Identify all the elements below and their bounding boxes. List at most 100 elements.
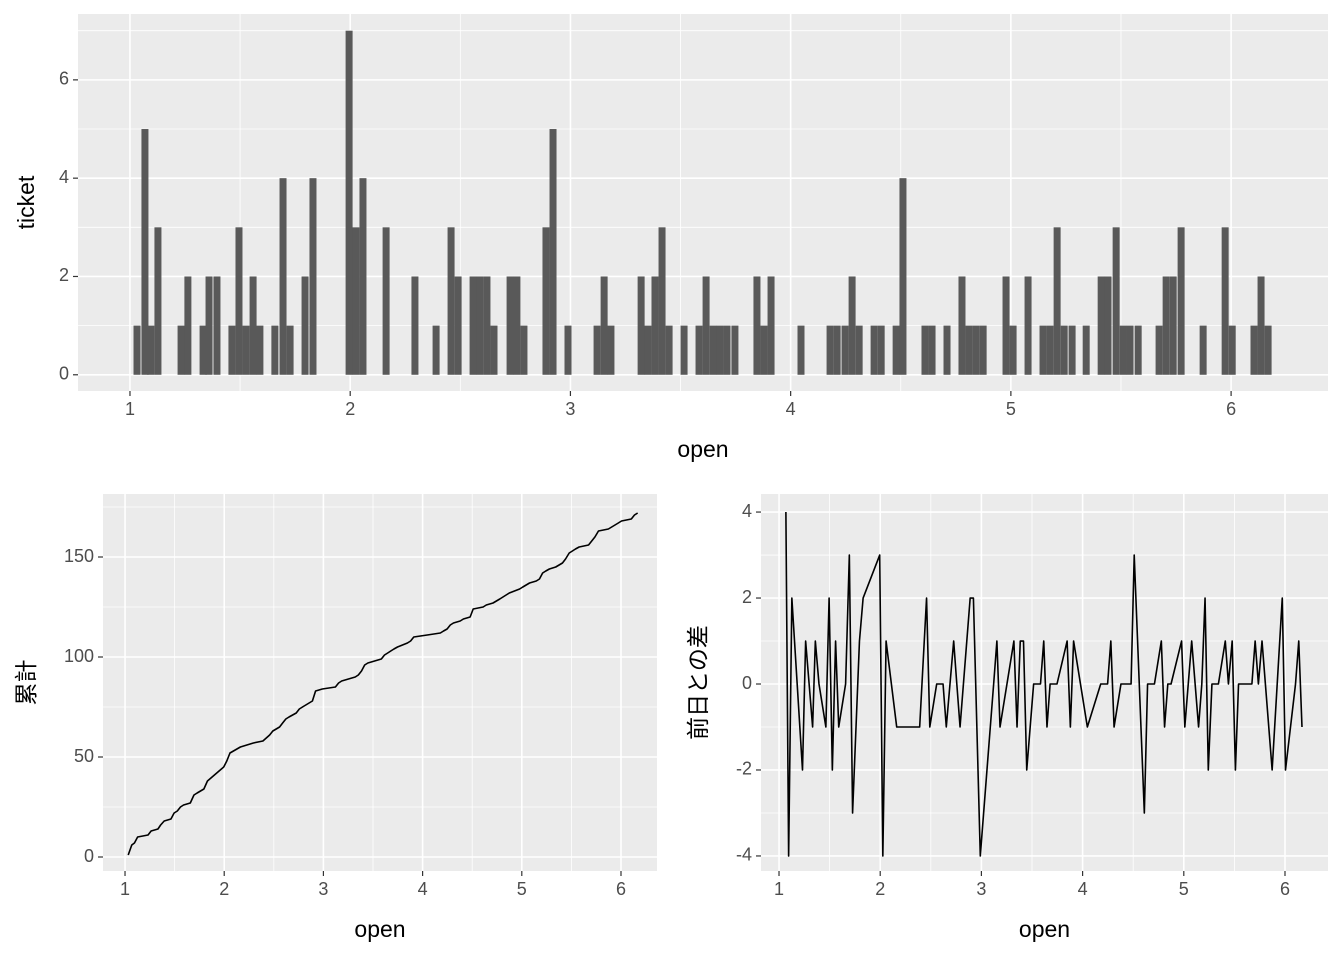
bar — [213, 276, 221, 375]
y-axis-title: 累計 — [13, 660, 39, 706]
y-tick-label: -4 — [736, 845, 752, 865]
bar — [549, 129, 557, 375]
bar — [286, 325, 294, 375]
bar — [826, 325, 834, 375]
bar — [1177, 227, 1185, 375]
bar — [833, 325, 841, 375]
x-tick-label: 5 — [517, 879, 527, 899]
bar — [542, 227, 550, 375]
y-tick-label: 0 — [742, 673, 752, 693]
bar — [1199, 325, 1207, 375]
bar — [753, 276, 761, 375]
bar — [483, 276, 491, 375]
bar — [680, 325, 688, 375]
bar — [454, 276, 462, 375]
bar — [520, 325, 528, 375]
y-tick-label: 0 — [84, 846, 94, 866]
bar — [1257, 276, 1265, 375]
bar — [564, 325, 572, 375]
bar — [309, 178, 317, 375]
bar — [1082, 325, 1090, 375]
bar — [133, 325, 141, 375]
bar — [301, 276, 309, 375]
bar — [513, 276, 521, 375]
bar — [600, 276, 608, 375]
x-tick-label: 6 — [1226, 399, 1236, 419]
x-tick-label: 2 — [875, 879, 885, 899]
bar — [716, 325, 724, 375]
y-tick-label: 4 — [59, 167, 69, 187]
bar — [506, 276, 514, 375]
bar — [490, 325, 498, 375]
line — [127, 512, 639, 856]
y-axis-title: 前日との差 — [685, 625, 711, 740]
bar — [271, 325, 279, 375]
bar — [1134, 325, 1142, 375]
bar — [1119, 325, 1127, 375]
bar — [1060, 325, 1068, 375]
bar — [432, 325, 440, 375]
bar — [1097, 276, 1105, 375]
bar — [870, 325, 878, 375]
bar — [651, 276, 659, 375]
y-tick-label: 2 — [59, 265, 69, 285]
x-tick-label: 4 — [1078, 879, 1088, 899]
x-tick-label: 3 — [976, 879, 986, 899]
bar — [1155, 325, 1163, 375]
bar — [979, 325, 987, 375]
x-tick-label: 3 — [318, 879, 328, 899]
bar — [249, 276, 257, 375]
y-tick-label: 50 — [74, 746, 94, 766]
bar — [921, 325, 929, 375]
bar — [184, 276, 192, 375]
y-tick-label: 4 — [742, 501, 752, 521]
bar — [235, 227, 243, 375]
line — [785, 512, 1303, 857]
y-tick-label: 0 — [59, 364, 69, 384]
bar — [256, 325, 264, 375]
bar — [972, 325, 980, 375]
y-tick-label: -2 — [736, 759, 752, 779]
bar — [199, 325, 207, 375]
bar — [665, 325, 673, 375]
bar — [1250, 325, 1258, 375]
bar — [1046, 325, 1054, 375]
y-tick-label: 6 — [59, 69, 69, 89]
bar — [411, 276, 419, 375]
bar — [892, 325, 900, 375]
bar — [848, 276, 856, 375]
bar — [1039, 325, 1047, 375]
bar — [359, 178, 367, 375]
bar — [141, 129, 149, 375]
bar — [928, 325, 936, 375]
bar — [695, 325, 703, 375]
y-tick-label: 2 — [742, 587, 752, 607]
x-tick-label: 4 — [786, 399, 796, 419]
y-axis-title: ticket — [13, 175, 39, 229]
panel: 1 2 3 4 5 6 0 2 4 6 open ticket — [13, 14, 1328, 462]
bar — [1169, 276, 1177, 375]
bar — [593, 325, 601, 375]
bar — [644, 325, 652, 375]
bar — [177, 325, 185, 375]
bar — [447, 227, 455, 375]
bar — [797, 325, 805, 375]
bar — [228, 325, 236, 375]
bar — [702, 276, 710, 375]
x-tick-label: 5 — [1006, 399, 1016, 419]
bar — [767, 276, 775, 375]
bar — [1104, 276, 1112, 375]
x-tick-label: 5 — [1179, 879, 1189, 899]
bar — [242, 325, 250, 375]
bar — [965, 325, 973, 375]
bar — [476, 276, 484, 375]
x-tick-label: 6 — [616, 879, 626, 899]
bar — [1112, 227, 1120, 375]
bar — [279, 178, 287, 375]
bar — [877, 325, 885, 375]
bar — [1002, 276, 1010, 375]
bar — [658, 227, 666, 375]
x-tick-label: 2 — [345, 399, 355, 419]
bar — [1221, 227, 1229, 375]
